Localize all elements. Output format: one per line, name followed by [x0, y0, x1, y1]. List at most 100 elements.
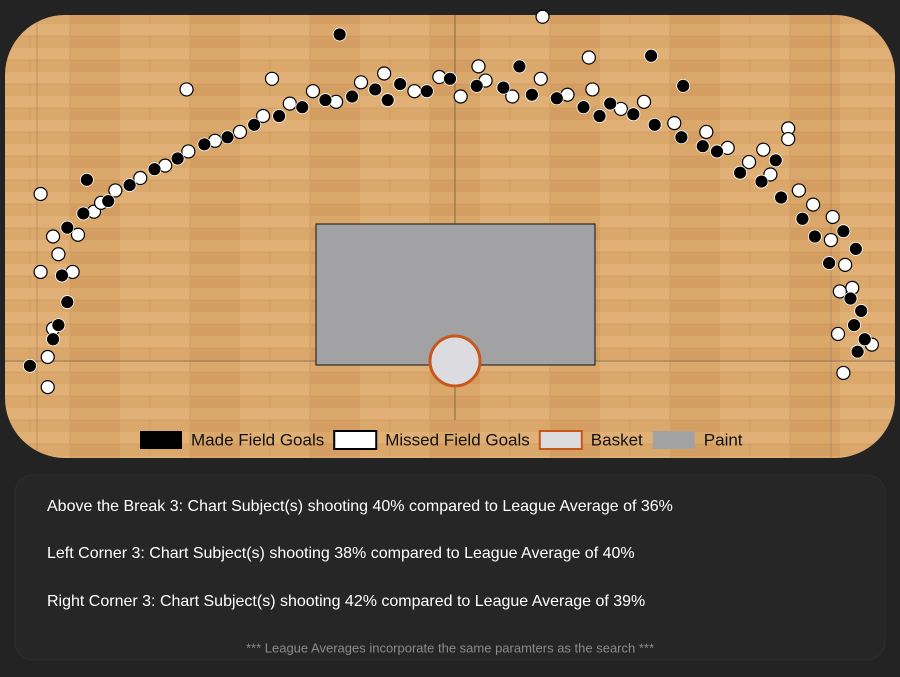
shot [79, 172, 94, 187]
legend-swatch [140, 431, 182, 449]
shot [524, 87, 539, 102]
shot [808, 229, 822, 244]
shot [247, 117, 262, 132]
legend-swatch [538, 430, 583, 450]
shot [70, 227, 86, 242]
shot [393, 77, 408, 92]
legend-swatch [333, 430, 378, 450]
shot [282, 96, 297, 111]
shot [836, 224, 851, 239]
shot [768, 153, 783, 168]
shot [592, 109, 607, 123]
shot [830, 326, 846, 342]
shot [122, 178, 137, 193]
shot [710, 144, 724, 159]
shot [133, 170, 148, 186]
shot [733, 165, 748, 180]
shot [318, 93, 333, 107]
footer: *** League Averages incorporate the same… [246, 640, 654, 655]
shot [535, 9, 550, 24]
shot [33, 186, 48, 202]
shot [836, 365, 851, 381]
shot [512, 59, 527, 74]
shot [55, 268, 69, 283]
shot [825, 209, 840, 225]
shot [806, 197, 821, 212]
shot [179, 82, 194, 97]
shot [505, 89, 520, 104]
shot [850, 344, 865, 359]
shot [741, 154, 757, 170]
shot [45, 229, 61, 244]
shot [453, 89, 468, 104]
shot [848, 242, 863, 256]
shot [380, 93, 395, 107]
shot [181, 144, 196, 159]
shot [33, 264, 48, 280]
shot [581, 50, 596, 65]
shot [368, 82, 383, 97]
shot [754, 174, 769, 189]
shot [636, 94, 652, 109]
shot [781, 131, 796, 147]
shot [197, 137, 212, 152]
shot [419, 84, 434, 99]
shot [256, 108, 271, 124]
note: Left Corner 3: Chart Subject(s) shooting… [47, 545, 635, 562]
shot [272, 109, 287, 123]
shot [496, 80, 511, 95]
shot [549, 91, 564, 106]
shot [23, 358, 37, 373]
shot [823, 232, 839, 248]
shot [60, 295, 75, 309]
shot [377, 66, 392, 81]
shot [108, 183, 123, 198]
shot [345, 89, 360, 104]
shot [822, 256, 837, 270]
shot [295, 100, 310, 115]
shot [695, 139, 710, 154]
shot [791, 183, 806, 198]
shot [576, 100, 591, 115]
shot [147, 162, 162, 177]
shot [644, 48, 659, 63]
shot [774, 190, 788, 205]
legend: Made Field Goals Missed Field Goals Basket… [140, 430, 743, 450]
shot [60, 220, 75, 235]
shot [585, 82, 600, 97]
legend-label: Paint [704, 430, 743, 449]
shot [676, 78, 691, 93]
shot [647, 117, 662, 132]
note: Right Corner 3: Chart Subject(s) shootin… [47, 593, 645, 610]
shots [23, 9, 879, 395]
shot [220, 130, 235, 145]
shot [51, 247, 66, 262]
shot [603, 96, 618, 111]
shot [443, 71, 457, 86]
shot [838, 257, 853, 272]
shot [843, 291, 858, 306]
shot [407, 84, 422, 99]
shot [674, 130, 689, 145]
shot [305, 84, 321, 99]
shot [847, 318, 861, 333]
shot [170, 151, 185, 166]
shot [667, 115, 682, 131]
legend-label: Missed Field Goals [385, 430, 530, 449]
shot [832, 284, 847, 299]
basket [428, 334, 482, 388]
shot [101, 194, 116, 208]
shot [471, 59, 486, 74]
shot [332, 27, 347, 42]
legend-label: Basket [591, 430, 643, 449]
note: Above the Break 3: Chart Subject(s) shoo… [47, 498, 673, 515]
shot [626, 107, 641, 122]
shot [46, 332, 60, 347]
legend-swatch [652, 431, 695, 449]
shot [699, 124, 714, 140]
shot [232, 124, 248, 140]
shot [756, 142, 771, 157]
shot [40, 349, 55, 365]
shot [854, 304, 869, 318]
